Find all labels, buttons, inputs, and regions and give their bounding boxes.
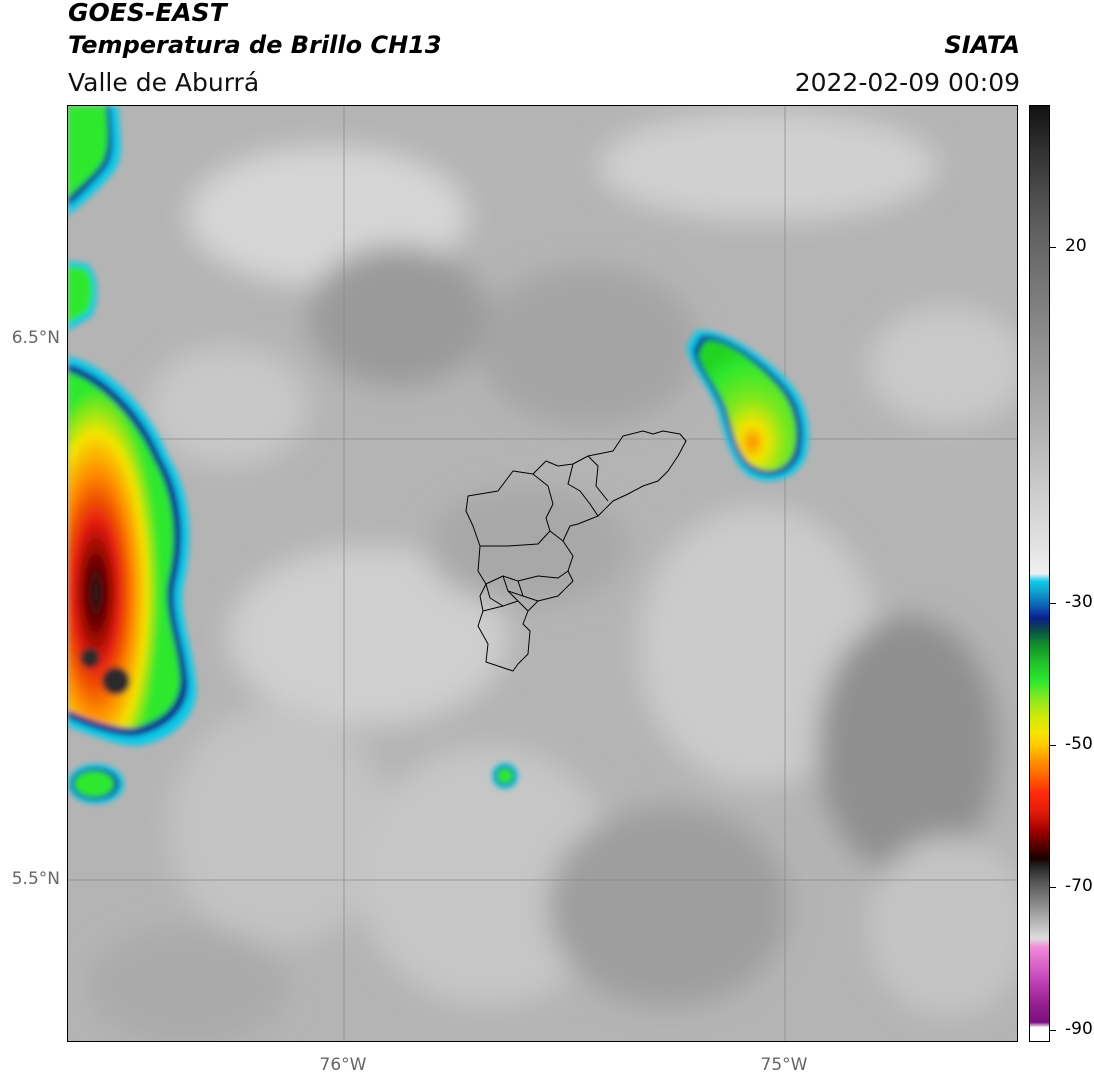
municipal-boundaries xyxy=(465,430,687,672)
map-gridlines xyxy=(68,106,1017,1041)
cold-cloud-small xyxy=(492,763,518,789)
region-subtitle: Valle de Aburrá xyxy=(68,68,260,97)
satellite-map[interactable] xyxy=(67,105,1018,1042)
cold-cloud-east xyxy=(687,330,809,482)
lat-label-5-5n: 5.5°N xyxy=(11,869,60,889)
colorbar-tick-mark xyxy=(1050,887,1056,889)
colorbar-tick-label: -90 xyxy=(1065,1018,1093,1039)
brand-label: SIATA xyxy=(944,31,1020,59)
colorbar-tick-mark xyxy=(1050,1029,1056,1031)
colorbar-tick-mark xyxy=(1050,247,1056,249)
colorbar-tick-label: 20 xyxy=(1065,236,1087,257)
map-canvas xyxy=(68,106,1017,1041)
lat-label-6-5n: 6.5°N xyxy=(11,328,60,348)
colorbar-tick-mark xyxy=(1050,603,1056,605)
colorbar-tick-label: -50 xyxy=(1065,733,1093,754)
cold-cloud-west xyxy=(68,106,197,804)
product-title: Temperatura de Brillo CH13 xyxy=(68,31,442,59)
satellite-title: GOES-EAST xyxy=(68,0,227,27)
lon-label-75w: 75°W xyxy=(760,1055,808,1075)
colorbar-tick-label: -30 xyxy=(1065,592,1093,613)
temperature-colorbar xyxy=(1029,105,1050,1042)
timestamp-label: 2022-02-09 00:09 xyxy=(794,68,1020,97)
lon-label-76w: 76°W xyxy=(319,1055,367,1075)
colorbar-tick-label: -70 xyxy=(1065,876,1093,897)
colorbar-tick-mark xyxy=(1050,744,1056,746)
cloud-background xyxy=(68,106,1017,1041)
